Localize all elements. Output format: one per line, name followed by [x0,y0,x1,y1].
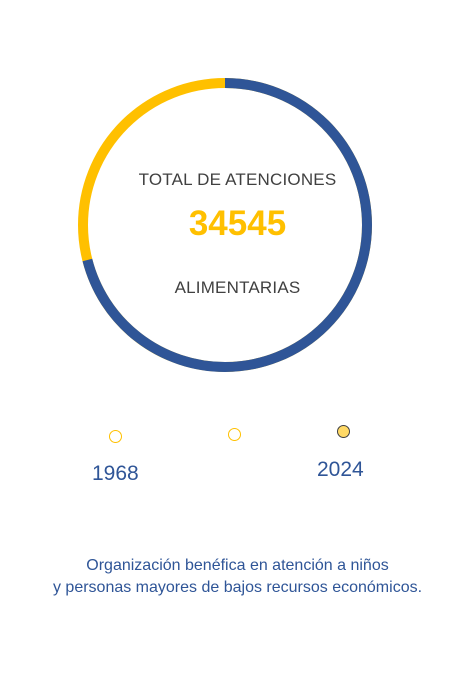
donut-chart: TOTAL DE ATENCIONES 34545 ALIMENTARIAS [78,78,372,372]
timeline-dot-2[interactable] [228,428,241,441]
donut-completed-arc [78,78,372,372]
donut-ring [78,78,372,372]
timeline-dot-3-active[interactable] [337,425,350,438]
timeline-start-year: 1968 [92,462,139,485]
timeline-dot-1[interactable] [109,430,122,443]
timeline-end-year: 2024 [317,458,364,481]
description-line-1: Organización benéfica en atención a niño… [86,557,389,574]
donut-total-value: 34545 [188,204,287,243]
donut-title-bottom: ALIMENTARIAS [174,278,301,297]
organization-description: Organización benéfica en atención a niño… [0,555,475,599]
donut-title-top: TOTAL DE ATENCIONES [138,170,337,189]
description-line-2: y personas mayores de bajos recursos eco… [52,579,423,596]
